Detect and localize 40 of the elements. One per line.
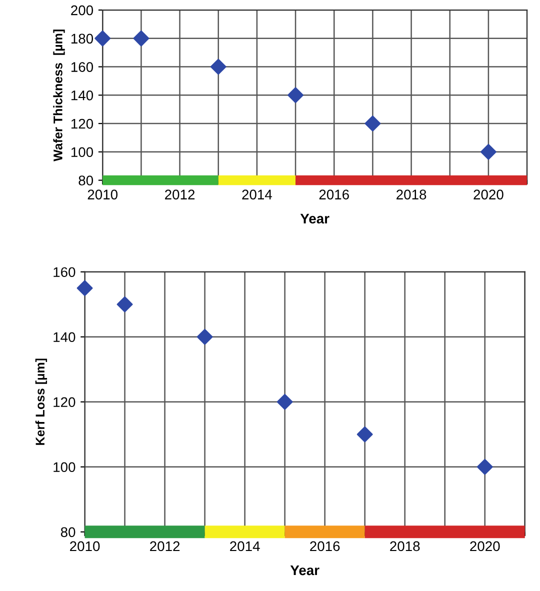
x-tick-label: 2020 — [474, 190, 504, 200]
x-tick-label: 2018 — [390, 541, 420, 552]
point — [94, 30, 111, 46]
point — [116, 296, 133, 312]
y-tick-label: 80 — [78, 176, 94, 186]
x-axis-title: Year — [290, 565, 320, 576]
point — [356, 426, 373, 442]
point — [133, 30, 150, 46]
y-tick-label: 180 — [71, 34, 94, 44]
y-axis-title: Wafer Thickness [µm] — [53, 30, 65, 162]
y-tick-label: 100 — [54, 462, 76, 472]
point — [480, 144, 496, 160]
point — [288, 87, 304, 104]
x-tick-label: 2016 — [310, 541, 340, 552]
point — [196, 328, 213, 345]
point — [476, 458, 493, 475]
x-tick-label: 2018 — [396, 190, 426, 200]
y-tick-label: 120 — [54, 397, 76, 408]
x-tick-label: 2010 — [88, 190, 118, 200]
y-tick-label: 160 — [71, 62, 94, 72]
x-tick-label: 2014 — [242, 190, 272, 200]
x-tick-label: 2020 — [470, 541, 500, 552]
y-tick-label: 120 — [71, 118, 94, 129]
y-axis-title: Kerf Loss [µm] — [35, 358, 48, 445]
y-tick-label: 140 — [54, 332, 76, 342]
x-tick-label: 2014 — [230, 541, 260, 552]
point — [76, 280, 93, 296]
point — [276, 394, 293, 410]
y-tick-label: 200 — [71, 5, 94, 16]
x-tick-label: 2012 — [150, 541, 180, 552]
x-tick-label: 2010 — [70, 541, 100, 552]
x-tick-label: 2012 — [165, 190, 195, 200]
y-tick-label: 100 — [71, 147, 94, 158]
point — [364, 116, 381, 132]
x-tick-label: 2016 — [319, 190, 349, 200]
y-tick-label: 160 — [54, 267, 76, 278]
x-axis-title: Year — [300, 214, 330, 224]
point — [210, 58, 226, 75]
y-tick-label: 140 — [71, 90, 94, 100]
y-tick-label: 80 — [60, 527, 76, 538]
